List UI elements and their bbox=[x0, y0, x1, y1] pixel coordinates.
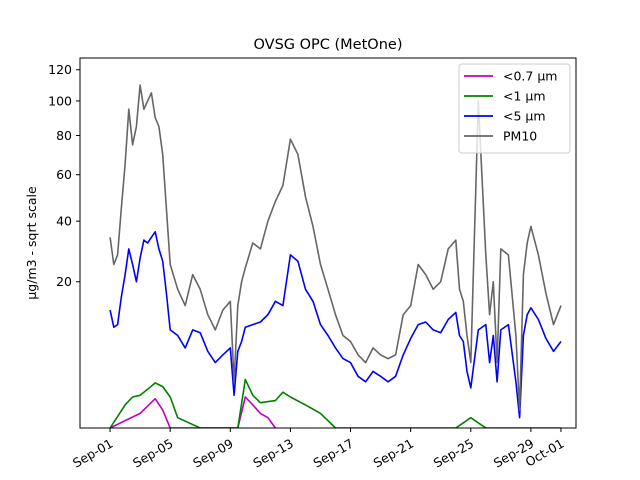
plot-frame bbox=[79, 57, 577, 429]
y-tick-label: 40 bbox=[56, 214, 72, 229]
y-tick-label: 80 bbox=[56, 128, 72, 143]
y-tick-label: 20 bbox=[56, 274, 72, 289]
series-layer bbox=[109, 84, 562, 428]
legend-box bbox=[458, 63, 571, 154]
y-axis-label: µg/m3 - sqrt scale bbox=[24, 186, 39, 300]
legend-label: <1 µm bbox=[503, 89, 546, 104]
legend: <0.7 µm <1 µm <5 µm PM10 bbox=[458, 63, 571, 154]
series-line bbox=[109, 378, 561, 428]
y-tick-label: 60 bbox=[56, 167, 72, 182]
series-line bbox=[109, 231, 562, 419]
chart-title: OVSG OPC (MetOne) bbox=[254, 37, 403, 53]
legend-label: PM10 bbox=[503, 129, 537, 144]
y-tick-label: 120 bbox=[48, 62, 72, 77]
legend-label: <0.7 µm bbox=[503, 69, 557, 84]
y-tick-label: 100 bbox=[48, 93, 72, 108]
y-axis: 20 40 60 80 100 120 bbox=[48, 62, 80, 289]
series-line bbox=[109, 396, 277, 428]
legend-label: <5 µm bbox=[503, 109, 546, 124]
series-line bbox=[109, 84, 562, 411]
